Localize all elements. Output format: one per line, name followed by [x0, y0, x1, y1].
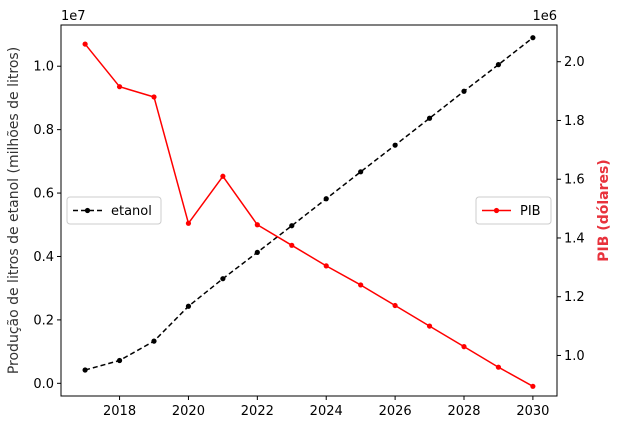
data-point-pib: [289, 242, 295, 248]
data-point-pib: [220, 173, 226, 179]
data-point-etanol: [151, 338, 157, 344]
data-point-pib: [116, 84, 123, 90]
left-y-tick-label: 0.0: [33, 377, 54, 392]
x-tick-label: 2024: [310, 404, 343, 419]
right-y-tick-label: 1.6: [564, 173, 585, 188]
x-tick-label: 2020: [172, 404, 205, 419]
legend-pib-label: PIB: [520, 204, 541, 219]
x-tick-label: 2030: [516, 404, 549, 419]
right-y-tick-label: 2.0: [564, 55, 585, 70]
x-tick-label: 2018: [103, 404, 136, 419]
data-point-pib: [323, 263, 329, 269]
plot-frame: [60, 24, 558, 397]
data-point-pib: [254, 222, 260, 228]
right-y-axis-ticks: 1.0 1.2 1.4 1.6 1.8 2.0: [557, 55, 585, 364]
x-tick-label: 2028: [447, 404, 480, 419]
left-y-tick-label: 0.4: [33, 250, 54, 265]
right-axis-offset-label: 1e6: [532, 9, 557, 24]
legend-pib-marker: [493, 207, 500, 214]
left-axis-offset-label: 1e7: [61, 9, 86, 24]
left-y-axis-ticks: 0.0 0.2 0.4 0.6 0.8 1.0: [33, 60, 61, 392]
data-point-pib: [82, 41, 88, 47]
right-axis-label: PIB (dólares): [596, 159, 612, 261]
data-point-etanol: [116, 357, 123, 364]
right-y-tick-label: 1.0: [564, 349, 585, 364]
series-line-etanol: [84, 37, 534, 371]
data-point-etanol: [426, 115, 433, 121]
data-point-etanol: [185, 303, 192, 309]
x-axis-ticks: 2018 2020 2022 2024 2026 2028 2030: [103, 396, 549, 419]
right-y-tick-label: 1.4: [564, 231, 585, 246]
data-point-pib: [358, 282, 364, 288]
data-point-etanol: [82, 367, 88, 373]
data-point-etanol: [461, 88, 467, 94]
data-point-etanol: [495, 62, 502, 68]
left-axis-label: Produção de litros de etanol (milhões de…: [6, 47, 22, 374]
data-point-pib: [392, 302, 398, 309]
legend-etanol-marker: [84, 207, 91, 214]
legend-pib-box: [475, 196, 552, 225]
data-point-pib: [495, 364, 502, 370]
legend-etanol-label: etanol: [111, 204, 152, 219]
data-point-pib: [151, 94, 157, 100]
data-point-pib: [185, 220, 192, 226]
left-y-tick-label: 0.2: [33, 313, 54, 328]
series-layer: [82, 35, 536, 389]
data-point-etanol: [323, 196, 329, 202]
data-point-etanol: [289, 223, 295, 229]
right-y-tick-label: 1.8: [564, 114, 585, 129]
legend-pib: PIB: [475, 196, 552, 225]
left-y-tick-label: 0.8: [33, 123, 54, 138]
left-y-tick-label: 0.6: [33, 187, 54, 202]
x-tick-label: 2022: [241, 404, 274, 419]
legend-etanol: etanol: [66, 196, 162, 225]
legend-etanol-box: [66, 196, 162, 225]
series-line-pib: [84, 43, 534, 387]
left-y-tick-label: 1.0: [33, 60, 54, 75]
data-point-etanol: [530, 35, 536, 41]
data-point-pib: [530, 383, 536, 389]
data-point-etanol: [392, 142, 398, 148]
x-tick-label: 2026: [379, 404, 412, 419]
data-point-pib: [426, 323, 433, 329]
data-point-etanol: [254, 249, 260, 255]
data-point-pib: [461, 344, 467, 350]
right-y-tick-label: 1.2: [564, 290, 585, 305]
data-point-etanol: [358, 169, 364, 175]
data-point-etanol: [220, 276, 226, 282]
